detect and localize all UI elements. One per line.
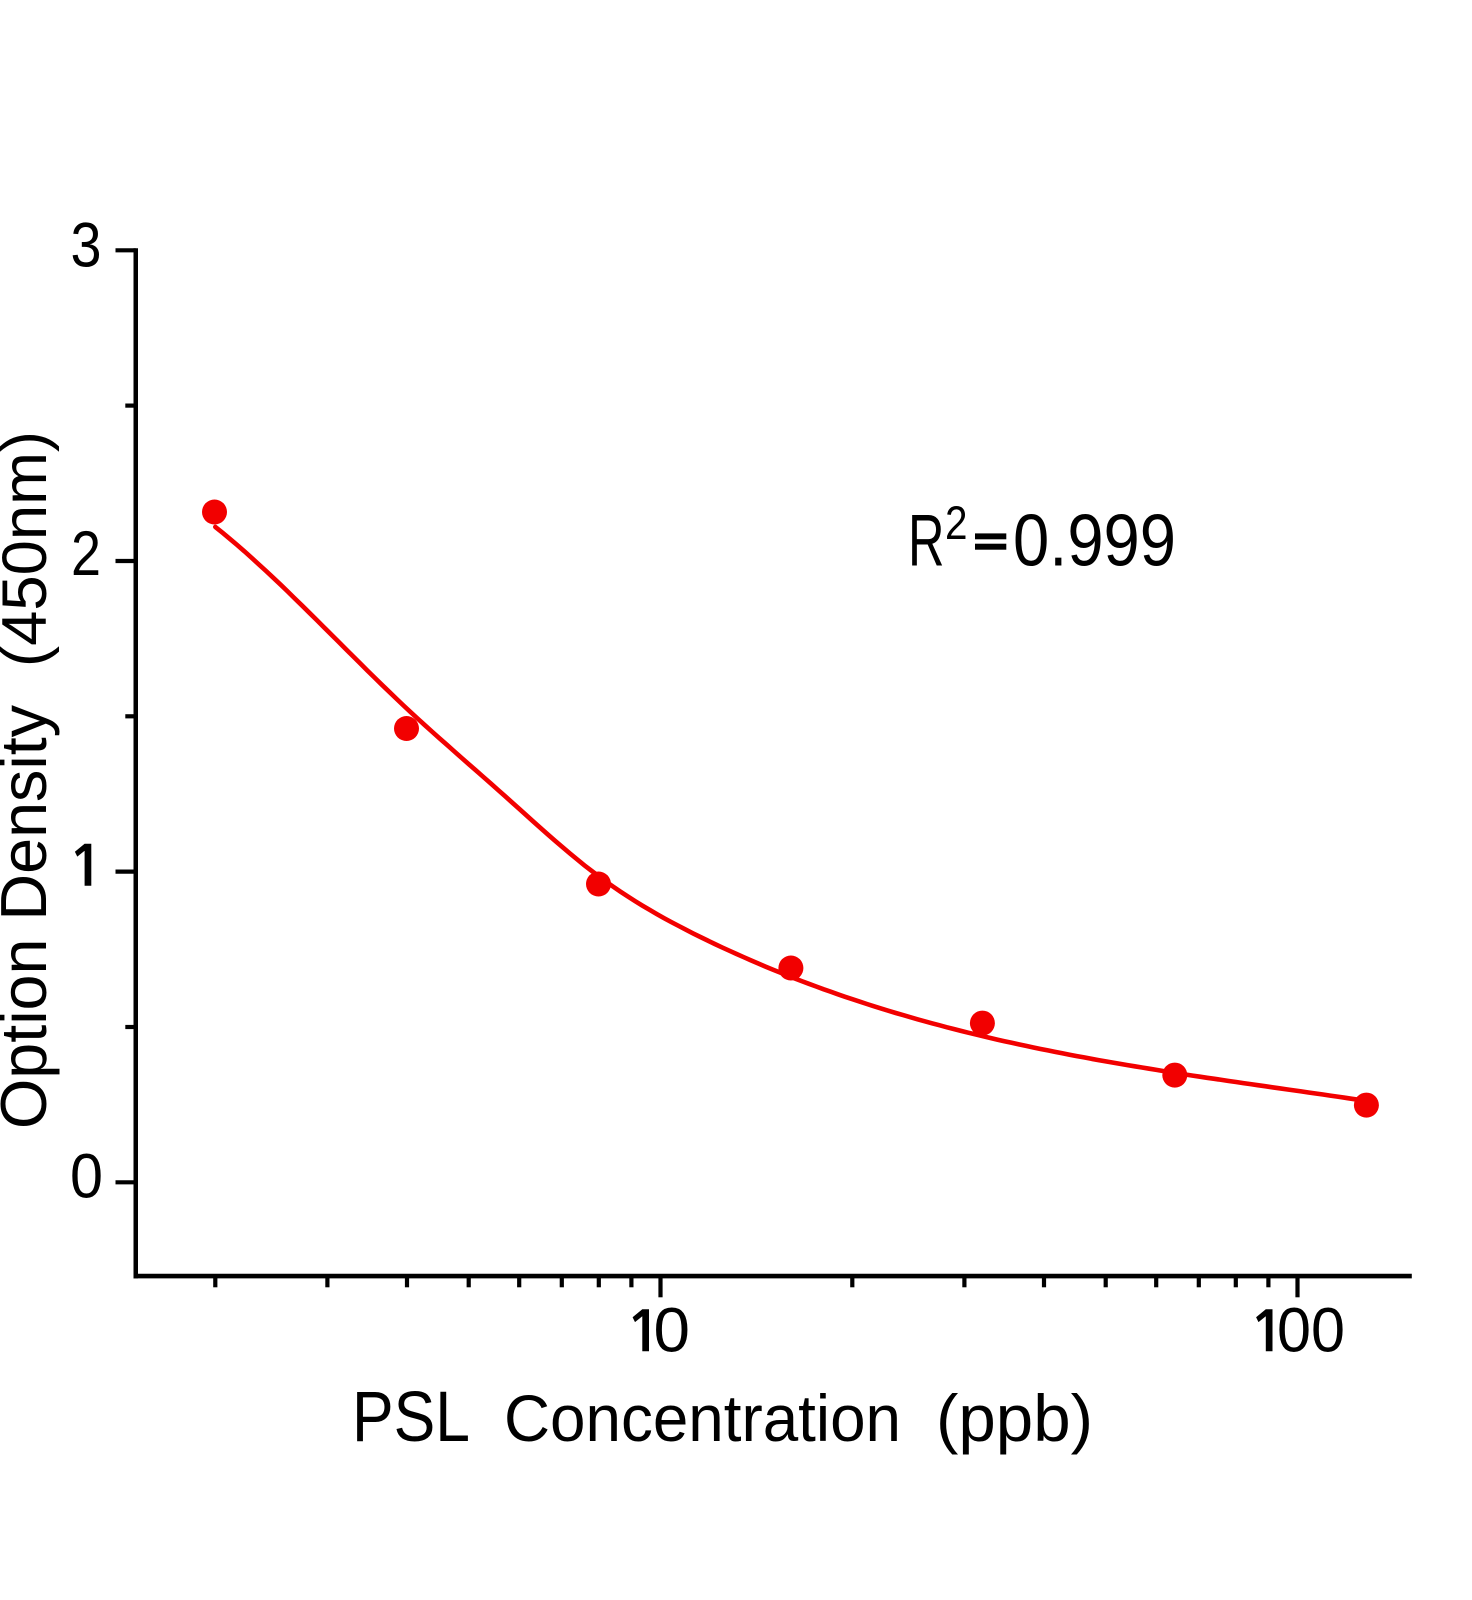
svg-text:(ppb): (ppb)	[936, 1382, 1093, 1455]
svg-text:2: 2	[945, 496, 968, 549]
svg-text:PSL: PSL	[352, 1378, 470, 1457]
svg-text:0.999: 0.999	[1013, 501, 1176, 582]
svg-text:Option Density: Option Density	[0, 705, 60, 1129]
svg-text:R: R	[908, 501, 945, 582]
svg-text:0: 0	[654, 1295, 691, 1365]
svg-text:00: 00	[1277, 1295, 1345, 1365]
svg-text:Concentration: Concentration	[504, 1382, 901, 1455]
svg-text:0: 0	[70, 1142, 103, 1212]
svg-text:(450nm): (450nm)	[0, 431, 60, 667]
svg-text:2: 2	[71, 519, 101, 589]
svg-text:3: 3	[71, 211, 102, 281]
